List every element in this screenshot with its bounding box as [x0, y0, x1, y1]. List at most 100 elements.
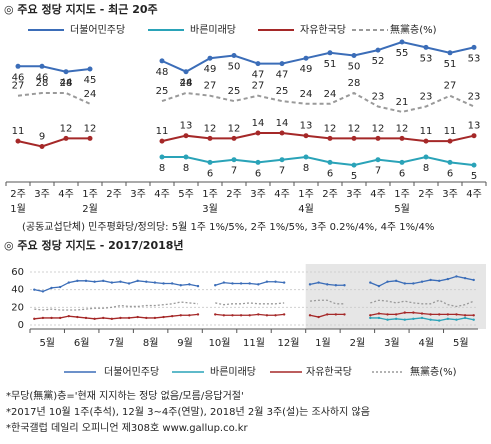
- point: [196, 284, 200, 288]
- point: [231, 157, 237, 163]
- data-label: 47: [252, 70, 265, 81]
- x-tick-label: 1주: [82, 189, 98, 200]
- data-label: 49: [204, 64, 217, 75]
- point: [327, 50, 333, 56]
- point: [188, 283, 191, 286]
- point: [41, 316, 45, 320]
- point: [162, 315, 165, 319]
- point: [279, 157, 285, 163]
- x-tick-label: 2주: [10, 189, 26, 200]
- point: [351, 162, 357, 168]
- point: [84, 316, 88, 320]
- data-label: 12: [348, 123, 361, 134]
- data-label: 8: [183, 163, 189, 174]
- point: [183, 133, 189, 139]
- data-label: 55: [396, 48, 409, 59]
- point: [463, 316, 467, 320]
- point: [93, 317, 96, 321]
- data-label: 28: [36, 78, 49, 89]
- x-tick-label: 1주: [298, 189, 314, 200]
- legend-label: 바른미래당: [190, 24, 236, 36]
- x-tick-label: 4주: [154, 189, 170, 200]
- point: [403, 318, 406, 321]
- data-label: 6: [399, 168, 405, 179]
- point: [423, 44, 429, 50]
- point: [67, 314, 70, 318]
- data-label: 50: [228, 62, 241, 73]
- data-label: 9: [39, 132, 45, 143]
- y-tick-label: 20: [11, 302, 24, 313]
- point: [412, 282, 415, 285]
- point: [50, 316, 53, 320]
- series-line: [18, 40, 475, 73]
- point: [170, 282, 174, 285]
- point: [343, 313, 346, 316]
- x-tick-label: 3주: [442, 189, 458, 200]
- point: [136, 315, 139, 319]
- data-label: 6: [255, 168, 261, 179]
- point: [76, 315, 79, 319]
- point: [127, 316, 131, 320]
- data-label: 53: [420, 53, 433, 64]
- point: [334, 284, 338, 287]
- data-label: 25: [228, 86, 241, 97]
- data-label: 51: [444, 59, 457, 70]
- point: [369, 281, 372, 284]
- x-tick-label: 2주: [322, 189, 338, 200]
- point: [446, 277, 450, 281]
- point: [145, 280, 148, 283]
- data-label: 23: [468, 92, 481, 103]
- point: [455, 275, 458, 278]
- data-label: 21: [396, 97, 409, 108]
- point: [438, 319, 441, 322]
- x-tick-label: 1월: [315, 337, 331, 349]
- point: [93, 280, 96, 283]
- data-label: 11: [444, 126, 457, 137]
- x-tick-label: 4주: [466, 189, 482, 200]
- data-label: 11: [12, 126, 25, 137]
- point: [274, 314, 277, 317]
- point: [375, 135, 381, 141]
- legend-label: 無黨층(%): [390, 23, 437, 36]
- point: [162, 282, 165, 285]
- point: [377, 284, 381, 288]
- point: [58, 316, 62, 320]
- point: [196, 313, 200, 316]
- data-label: 7: [231, 166, 237, 177]
- series-line: [17, 91, 475, 113]
- data-label: 27: [204, 81, 217, 92]
- x-tick-label: 1주: [394, 189, 410, 200]
- data-label: 13: [468, 121, 481, 132]
- x-tick-label: 4월: [419, 337, 435, 349]
- point: [67, 281, 70, 284]
- point: [412, 311, 415, 314]
- point: [420, 280, 424, 283]
- x-tick-label: 3주: [34, 189, 50, 200]
- data-label: 12: [60, 123, 73, 134]
- point: [214, 313, 217, 316]
- y-tick-label: 0: [18, 320, 24, 331]
- point: [179, 284, 182, 287]
- point: [403, 282, 406, 285]
- legend-label: 바른미래당: [210, 366, 256, 378]
- point: [231, 135, 237, 141]
- point: [386, 318, 389, 321]
- x-tick-label: 3주: [346, 189, 362, 200]
- point: [429, 318, 432, 321]
- point: [159, 58, 165, 64]
- point: [33, 288, 36, 291]
- data-label: 12: [228, 123, 241, 134]
- point: [257, 313, 260, 316]
- data-label: 53: [468, 53, 481, 64]
- x-tick-label: 8월: [143, 337, 159, 349]
- point: [207, 55, 213, 61]
- point: [33, 317, 36, 321]
- point: [447, 159, 453, 165]
- point: [127, 282, 131, 285]
- point: [87, 135, 93, 141]
- data-label: 12: [396, 123, 409, 134]
- point: [303, 133, 309, 139]
- x-tick-label: 4주: [274, 189, 290, 200]
- point: [303, 55, 309, 61]
